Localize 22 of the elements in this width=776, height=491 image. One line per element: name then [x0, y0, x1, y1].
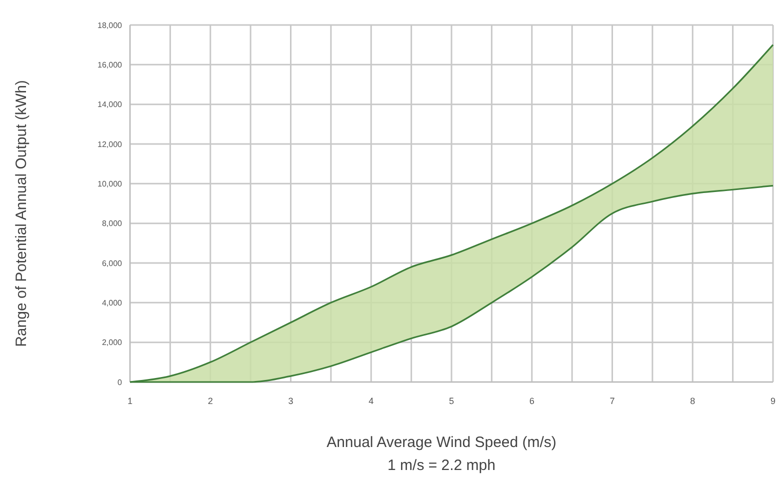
y-tick-label: 8,000: [102, 219, 123, 228]
y-axis-title: Range of Potential Annual Output (kWh): [13, 80, 30, 347]
y-tick-label: 6,000: [102, 258, 123, 268]
y-tick-label: 0: [118, 378, 123, 387]
y-tick-label: 18,000: [98, 20, 123, 30]
x-tick-label: 5: [448, 396, 454, 406]
x-axis-title: Annual Average Wind Speed (m/s): [326, 434, 556, 451]
y-tick-label: 16,000: [98, 60, 123, 70]
x-tick-label: 2: [208, 396, 213, 406]
y-tick-label: 4,000: [102, 298, 123, 308]
y-tick-label: 10,000: [98, 179, 123, 188]
y-tick-label: 14,000: [98, 100, 123, 110]
x-tick-label: 1: [127, 396, 133, 406]
x-tick-label: 7: [610, 396, 615, 406]
y-tick-label: 2,000: [102, 338, 123, 348]
x-tick-label: 8: [690, 396, 696, 406]
x-tick-label: 6: [529, 396, 534, 406]
x-tick-label: 3: [288, 396, 294, 406]
y-tick-label: 12,000: [98, 140, 123, 149]
x-tick-label: 4: [368, 396, 374, 406]
x-tick-label: 9: [770, 396, 776, 406]
text: 1 m/s = 2.2 mph: [388, 457, 496, 474]
